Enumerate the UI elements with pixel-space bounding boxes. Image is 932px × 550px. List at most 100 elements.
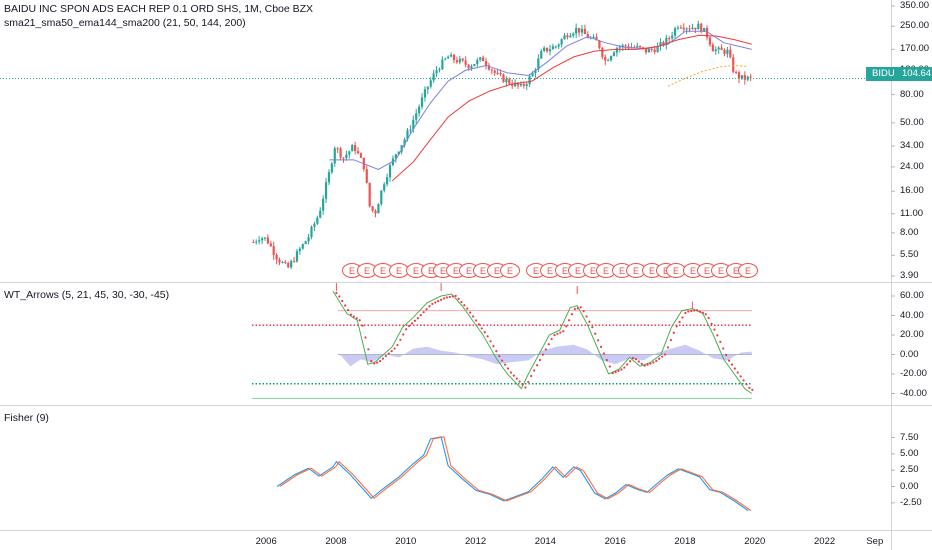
candle-body xyxy=(746,76,749,80)
wt2-dot xyxy=(402,333,405,336)
candle-body xyxy=(673,28,677,36)
wt2-dot xyxy=(608,365,611,368)
wt2-dot xyxy=(655,359,658,362)
wt2-dot xyxy=(713,328,716,331)
candle-body xyxy=(255,241,258,243)
candle-body xyxy=(586,34,589,39)
earnings-marker-label: E xyxy=(480,266,486,276)
wt-axis-tick-label: 0.00 xyxy=(900,348,919,360)
wt-legend[interactable]: WT_Arrows (5, 21, 45, 30, -30, -45) xyxy=(4,289,170,301)
wt2-dot xyxy=(599,345,603,348)
candle-body xyxy=(688,28,691,30)
candle-body xyxy=(682,27,685,30)
wt2-dot xyxy=(553,334,556,337)
wt2-dot xyxy=(457,297,460,300)
wt2-dot xyxy=(565,325,568,328)
candle-body xyxy=(452,54,456,61)
wt-axis-tick-label: -20.00 xyxy=(900,368,927,379)
candle-body xyxy=(493,70,496,73)
wt2-dot xyxy=(594,332,597,335)
fisher-legend[interactable]: Fisher (9) xyxy=(4,412,49,424)
candle-body xyxy=(516,82,520,86)
wt2-dot xyxy=(393,347,396,350)
candle-body xyxy=(595,36,598,41)
wt2-dot xyxy=(698,310,702,313)
wt2-dot xyxy=(582,310,585,313)
wt2-dot xyxy=(503,363,507,366)
candle-body xyxy=(609,56,613,61)
wt2-dot xyxy=(704,313,707,316)
wt-axis-tick-label: 40.00 xyxy=(900,309,924,321)
wt2-dot xyxy=(425,308,428,311)
wt2-dot xyxy=(751,388,754,391)
candle-body xyxy=(383,184,386,191)
candle-body xyxy=(348,151,351,155)
earnings-marker-label: E xyxy=(649,266,655,276)
candle-body xyxy=(560,39,563,45)
fisher-axis-tick-label: 7.50 xyxy=(900,431,919,443)
candle-body xyxy=(487,65,491,70)
candle-body xyxy=(388,165,392,178)
candle-body xyxy=(650,48,653,50)
candle-body xyxy=(420,97,424,107)
wt2-dot xyxy=(352,315,355,318)
sma50-line xyxy=(391,34,752,182)
candle-body xyxy=(380,190,383,205)
ma-legend[interactable]: sma21_sma50_ema144_sma200 (21, 50, 144, … xyxy=(4,17,246,29)
candle-body xyxy=(322,198,325,211)
wt2-dot xyxy=(349,313,353,316)
candle-body xyxy=(563,35,566,40)
candle-body xyxy=(301,244,304,249)
candle-body xyxy=(368,182,371,207)
candle-body xyxy=(351,145,354,152)
wt2-dot xyxy=(469,311,472,314)
earnings-marker-label: E xyxy=(619,266,625,276)
wt2-dot xyxy=(634,358,638,361)
candle-body xyxy=(583,28,586,35)
wt2-dot xyxy=(535,364,539,367)
wt2-dot xyxy=(370,360,373,363)
candle-body xyxy=(327,172,331,183)
wt2-dot xyxy=(629,360,632,363)
wt2-dot xyxy=(416,316,419,320)
candle-body xyxy=(636,45,639,48)
earnings-marker-label: E xyxy=(507,266,513,276)
wt2-dot xyxy=(695,309,699,312)
time-axis-tick-label: 2020 xyxy=(744,536,766,547)
candle-body xyxy=(432,73,435,81)
candle-body xyxy=(330,163,333,173)
wt1-line xyxy=(332,290,752,394)
candle-body xyxy=(575,27,578,34)
candle-body xyxy=(711,44,714,52)
candle-body xyxy=(694,27,697,30)
candle-body xyxy=(528,76,531,85)
wt2-dot xyxy=(489,340,492,343)
candle-body xyxy=(729,49,732,58)
earnings-marker-label: E xyxy=(575,266,581,276)
wt2-dot xyxy=(658,357,661,360)
candle-body xyxy=(659,42,662,47)
wt2-dot xyxy=(707,316,710,320)
fisher-axis-tick-label: 5.00 xyxy=(900,447,919,459)
earnings-marker-label: E xyxy=(733,266,739,276)
candle-body xyxy=(551,46,554,50)
wt2-dot xyxy=(562,330,565,333)
wt2-dot xyxy=(573,307,576,311)
wt2-dot xyxy=(690,309,693,313)
wt2-dot xyxy=(390,349,393,353)
candle-body xyxy=(281,262,284,264)
wt2-dot xyxy=(341,299,344,303)
wt2-dot xyxy=(355,317,358,320)
fisher-axis-tick-label: -2.50 xyxy=(900,496,922,508)
price-axis-tick-label: 80.00 xyxy=(900,88,924,100)
candle-body xyxy=(313,223,316,227)
candle-body xyxy=(441,59,444,70)
candle-body xyxy=(496,72,499,74)
chart-title: BAIDU INC SPON ADS EACH REP 0.1 ORD SHS,… xyxy=(4,3,314,15)
wt2-dot xyxy=(643,364,646,367)
price-axis-tick-label: 24.00 xyxy=(900,160,924,172)
earnings-marker-label: E xyxy=(673,266,679,276)
price-axis-tick-label: 11.00 xyxy=(900,207,924,219)
wt2-dot xyxy=(675,325,678,328)
